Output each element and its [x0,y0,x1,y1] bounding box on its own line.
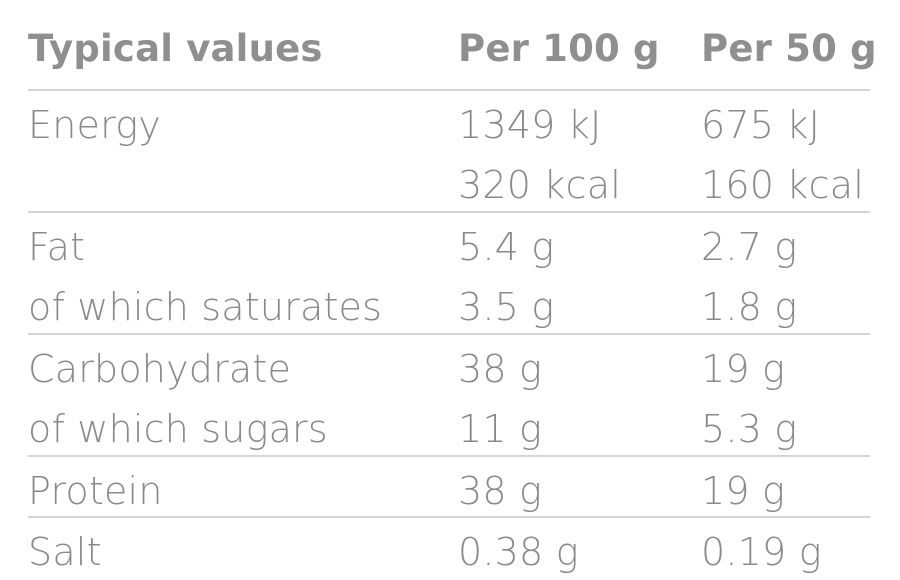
row-value-per100: 11 g [458,407,543,451]
row-label: Salt [28,530,102,574]
row-label: Protein [28,469,163,513]
row-value-per50: 160 kcal [701,163,864,207]
divider [28,516,870,518]
divider [28,89,870,91]
row-value-per100: 38 g [458,469,543,513]
row-value-per100: 1349 kJ [458,103,602,147]
row-label: Carbohydrate [28,347,292,391]
row-label: of which sugars [28,407,328,451]
row-label: of which saturates [28,285,383,329]
row-value-per50: 19 g [701,347,786,391]
row-value-per50: 675 kJ [701,103,821,147]
row-label: Energy [28,103,161,147]
row-value-per50: 5.3 g [701,407,798,451]
header-typical-values: Typical values [28,27,323,70]
row-value-per100: 38 g [458,347,543,391]
row-value-per100: 5.4 g [458,225,555,269]
row-value-per50: 0.19 g [701,530,822,574]
row-value-per50: 19 g [701,469,786,513]
divider [28,455,870,457]
row-value-per100: 3.5 g [458,285,555,329]
header-per-100g: Per 100 g [458,27,660,70]
divider [28,211,870,213]
row-value-per50: 1.8 g [701,285,798,329]
divider [28,333,870,335]
header-per-50g: Per 50 g [701,27,877,70]
row-value-per50: 2.7 g [701,225,798,269]
row-value-per100: 0.38 g [458,530,579,574]
row-label: Fat [28,225,86,269]
row-value-per100: 320 kcal [458,163,621,207]
